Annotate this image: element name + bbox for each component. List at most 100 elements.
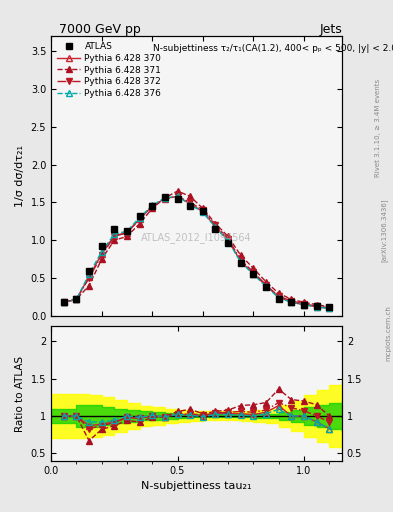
Pythia 6.428 376 <box>99 248 104 254</box>
Pythia 6.428 370 <box>188 201 193 207</box>
Pythia 6.428 376 <box>251 271 256 278</box>
ATLAS <box>163 194 167 200</box>
Pythia 6.428 376 <box>239 259 243 265</box>
Pythia 6.428 372 <box>99 252 104 259</box>
Pythia 6.428 376 <box>289 300 294 306</box>
Text: N-subjettiness τ₂/τ₁(CA(1.2), 400< pₚ < 500, |y| < 2.0): N-subjettiness τ₂/τ₁(CA(1.2), 400< pₚ < … <box>153 44 393 53</box>
ATLAS <box>112 226 117 232</box>
ATLAS <box>200 208 205 215</box>
Pythia 6.428 372 <box>239 257 243 263</box>
Line: Pythia 6.428 370: Pythia 6.428 370 <box>61 194 332 311</box>
Pythia 6.428 372 <box>112 233 117 240</box>
Pythia 6.428 376 <box>61 300 66 306</box>
Pythia 6.428 376 <box>188 202 193 208</box>
ATLAS <box>276 296 281 303</box>
Y-axis label: Ratio to ATLAS: Ratio to ATLAS <box>15 355 25 432</box>
Pythia 6.428 370 <box>264 283 268 289</box>
Pythia 6.428 376 <box>276 295 281 301</box>
Pythia 6.428 370 <box>200 208 205 215</box>
Pythia 6.428 371 <box>239 252 243 259</box>
Pythia 6.428 371 <box>213 221 218 227</box>
ATLAS <box>327 304 332 310</box>
Pythia 6.428 376 <box>112 231 117 237</box>
ATLAS <box>188 203 193 209</box>
Pythia 6.428 376 <box>200 209 205 216</box>
Pythia 6.428 370 <box>276 294 281 300</box>
Text: ATLAS_2012_I1094564: ATLAS_2012_I1094564 <box>141 232 252 243</box>
ATLAS <box>175 196 180 202</box>
ATLAS <box>251 271 256 278</box>
Pythia 6.428 370 <box>74 296 79 303</box>
Pythia 6.428 371 <box>289 296 294 303</box>
Pythia 6.428 370 <box>137 216 142 222</box>
Pythia 6.428 372 <box>150 203 154 209</box>
Pythia 6.428 372 <box>226 236 230 242</box>
Pythia 6.428 376 <box>137 215 142 221</box>
Pythia 6.428 376 <box>175 193 180 199</box>
ATLAS <box>213 226 218 232</box>
X-axis label: N-subjettiness tau₂₁: N-subjettiness tau₂₁ <box>141 481 252 491</box>
Pythia 6.428 376 <box>226 238 230 244</box>
Line: Pythia 6.428 371: Pythia 6.428 371 <box>61 188 332 310</box>
Pythia 6.428 371 <box>251 265 256 271</box>
ATLAS <box>74 296 79 303</box>
Pythia 6.428 371 <box>125 233 129 240</box>
Pythia 6.428 371 <box>301 300 306 306</box>
Pythia 6.428 371 <box>264 279 268 285</box>
Pythia 6.428 370 <box>213 224 218 230</box>
Pythia 6.428 370 <box>327 305 332 311</box>
Pythia 6.428 372 <box>61 300 66 306</box>
Legend: ATLAS, Pythia 6.428 370, Pythia 6.428 371, Pythia 6.428 372, Pythia 6.428 376: ATLAS, Pythia 6.428 370, Pythia 6.428 37… <box>54 38 165 101</box>
Pythia 6.428 376 <box>74 296 79 303</box>
Text: mcplots.cern.ch: mcplots.cern.ch <box>385 305 391 361</box>
Pythia 6.428 371 <box>276 290 281 296</box>
ATLAS <box>61 300 66 306</box>
Pythia 6.428 372 <box>137 216 142 222</box>
Pythia 6.428 372 <box>163 196 167 202</box>
Pythia 6.428 370 <box>87 273 92 280</box>
ATLAS <box>137 213 142 219</box>
Pythia 6.428 376 <box>163 195 167 201</box>
ATLAS <box>150 203 154 209</box>
Pythia 6.428 370 <box>175 193 180 199</box>
Pythia 6.428 370 <box>289 300 294 306</box>
Pythia 6.428 372 <box>125 229 129 236</box>
Line: Pythia 6.428 372: Pythia 6.428 372 <box>61 194 332 310</box>
Pythia 6.428 372 <box>251 269 256 275</box>
Pythia 6.428 372 <box>327 305 332 311</box>
Text: Jets: Jets <box>319 23 342 36</box>
Pythia 6.428 372 <box>87 275 92 281</box>
Pythia 6.428 372 <box>264 282 268 288</box>
Pythia 6.428 372 <box>175 193 180 199</box>
Text: Rivet 3.1.10, ≥ 3.4M events: Rivet 3.1.10, ≥ 3.4M events <box>375 79 381 177</box>
ATLAS <box>301 302 306 308</box>
Pythia 6.428 370 <box>301 302 306 308</box>
Pythia 6.428 371 <box>150 205 154 211</box>
Pythia 6.428 371 <box>314 302 319 308</box>
Text: [arXiv:1306.3436]: [arXiv:1306.3436] <box>380 199 387 262</box>
Pythia 6.428 371 <box>163 195 167 201</box>
Pythia 6.428 370 <box>314 304 319 310</box>
Pythia 6.428 371 <box>61 300 66 306</box>
ATLAS <box>264 284 268 290</box>
Pythia 6.428 376 <box>314 304 319 310</box>
Pythia 6.428 370 <box>61 300 66 306</box>
Pythia 6.428 376 <box>213 224 218 230</box>
Pythia 6.428 372 <box>314 303 319 309</box>
Pythia 6.428 371 <box>226 233 230 240</box>
ATLAS <box>314 303 319 309</box>
Pythia 6.428 372 <box>188 199 193 205</box>
Pythia 6.428 371 <box>188 193 193 199</box>
Pythia 6.428 372 <box>289 298 294 304</box>
Pythia 6.428 372 <box>276 293 281 300</box>
Pythia 6.428 371 <box>137 221 142 227</box>
Text: 7000 GeV pp: 7000 GeV pp <box>59 23 141 36</box>
ATLAS <box>226 240 230 246</box>
ATLAS <box>289 300 294 306</box>
ATLAS <box>87 267 92 273</box>
Pythia 6.428 370 <box>163 196 167 202</box>
Line: ATLAS: ATLAS <box>60 194 333 310</box>
Pythia 6.428 370 <box>99 251 104 257</box>
Pythia 6.428 370 <box>150 203 154 209</box>
Pythia 6.428 370 <box>125 229 129 236</box>
